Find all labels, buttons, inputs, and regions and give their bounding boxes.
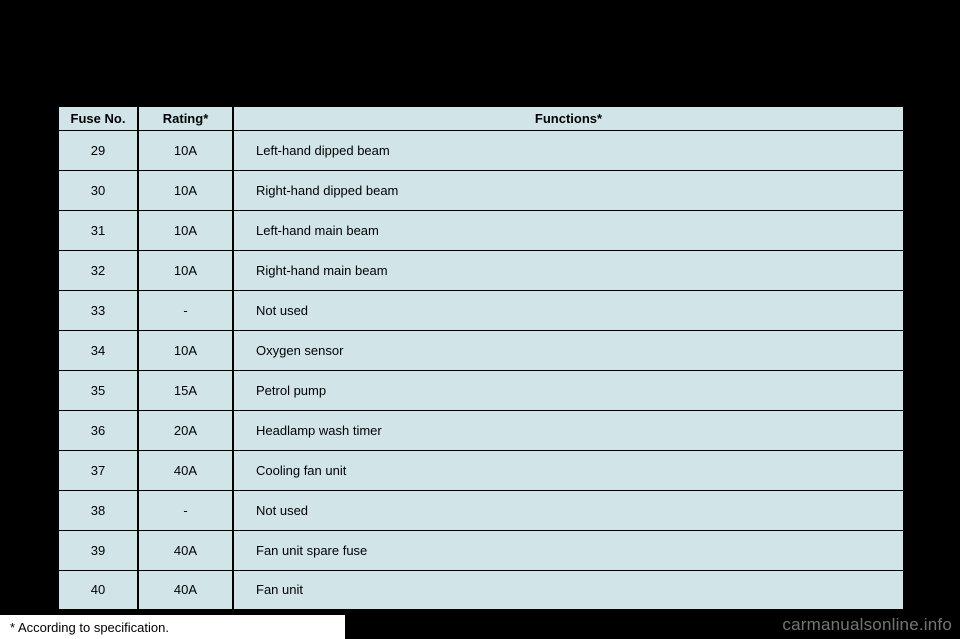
fuse-table: Fuse No. Rating* Functions* 29 10A Left-… xyxy=(57,105,905,611)
cell-rating: 10A xyxy=(138,330,233,370)
watermark: carmanualsonline.info xyxy=(782,615,952,635)
table-row: 31 10A Left-hand main beam xyxy=(58,210,904,250)
cell-rating: 10A xyxy=(138,210,233,250)
cell-fuse: 37 xyxy=(58,450,138,490)
cell-rating: 15A xyxy=(138,370,233,410)
cell-func: Right-hand dipped beam xyxy=(233,170,904,210)
cell-func: Not used xyxy=(233,490,904,530)
cell-fuse: 34 xyxy=(58,330,138,370)
header-fuse-no: Fuse No. xyxy=(58,106,138,130)
cell-rating: 10A xyxy=(138,130,233,170)
table-row: 34 10A Oxygen sensor xyxy=(58,330,904,370)
cell-func: Petrol pump xyxy=(233,370,904,410)
table-row: 32 10A Right-hand main beam xyxy=(58,250,904,290)
header-rating: Rating* xyxy=(138,106,233,130)
cell-fuse: 40 xyxy=(58,570,138,610)
cell-rating: 40A xyxy=(138,570,233,610)
cell-fuse: 31 xyxy=(58,210,138,250)
cell-func: Right-hand main beam xyxy=(233,250,904,290)
cell-rating: 40A xyxy=(138,530,233,570)
footnote: * According to specification. xyxy=(0,615,345,639)
fuse-table-container: Fuse No. Rating* Functions* 29 10A Left-… xyxy=(57,105,905,611)
cell-fuse: 36 xyxy=(58,410,138,450)
cell-func: Fan unit xyxy=(233,570,904,610)
cell-func: Left-hand main beam xyxy=(233,210,904,250)
table-row: 37 40A Cooling fan unit xyxy=(58,450,904,490)
cell-rating: - xyxy=(138,290,233,330)
cell-fuse: 38 xyxy=(58,490,138,530)
cell-func: Left-hand dipped beam xyxy=(233,130,904,170)
cell-func: Fan unit spare fuse xyxy=(233,530,904,570)
cell-rating: 40A xyxy=(138,450,233,490)
cell-fuse: 29 xyxy=(58,130,138,170)
table-row: 29 10A Left-hand dipped beam xyxy=(58,130,904,170)
cell-rating: - xyxy=(138,490,233,530)
table-header-row: Fuse No. Rating* Functions* xyxy=(58,106,904,130)
cell-fuse: 32 xyxy=(58,250,138,290)
table-row: 30 10A Right-hand dipped beam xyxy=(58,170,904,210)
table-row: 40 40A Fan unit xyxy=(58,570,904,610)
cell-func: Oxygen sensor xyxy=(233,330,904,370)
table-body: 29 10A Left-hand dipped beam 30 10A Righ… xyxy=(58,130,904,610)
cell-func: Cooling fan unit xyxy=(233,450,904,490)
cell-fuse: 39 xyxy=(58,530,138,570)
cell-rating: 20A xyxy=(138,410,233,450)
table-row: 36 20A Headlamp wash timer xyxy=(58,410,904,450)
table-row: 39 40A Fan unit spare fuse xyxy=(58,530,904,570)
table-row: 35 15A Petrol pump xyxy=(58,370,904,410)
cell-rating: 10A xyxy=(138,170,233,210)
header-functions: Functions* xyxy=(233,106,904,130)
cell-fuse: 33 xyxy=(58,290,138,330)
cell-rating: 10A xyxy=(138,250,233,290)
cell-func: Headlamp wash timer xyxy=(233,410,904,450)
cell-fuse: 30 xyxy=(58,170,138,210)
table-row: 38 - Not used xyxy=(58,490,904,530)
cell-fuse: 35 xyxy=(58,370,138,410)
cell-func: Not used xyxy=(233,290,904,330)
table-row: 33 - Not used xyxy=(58,290,904,330)
